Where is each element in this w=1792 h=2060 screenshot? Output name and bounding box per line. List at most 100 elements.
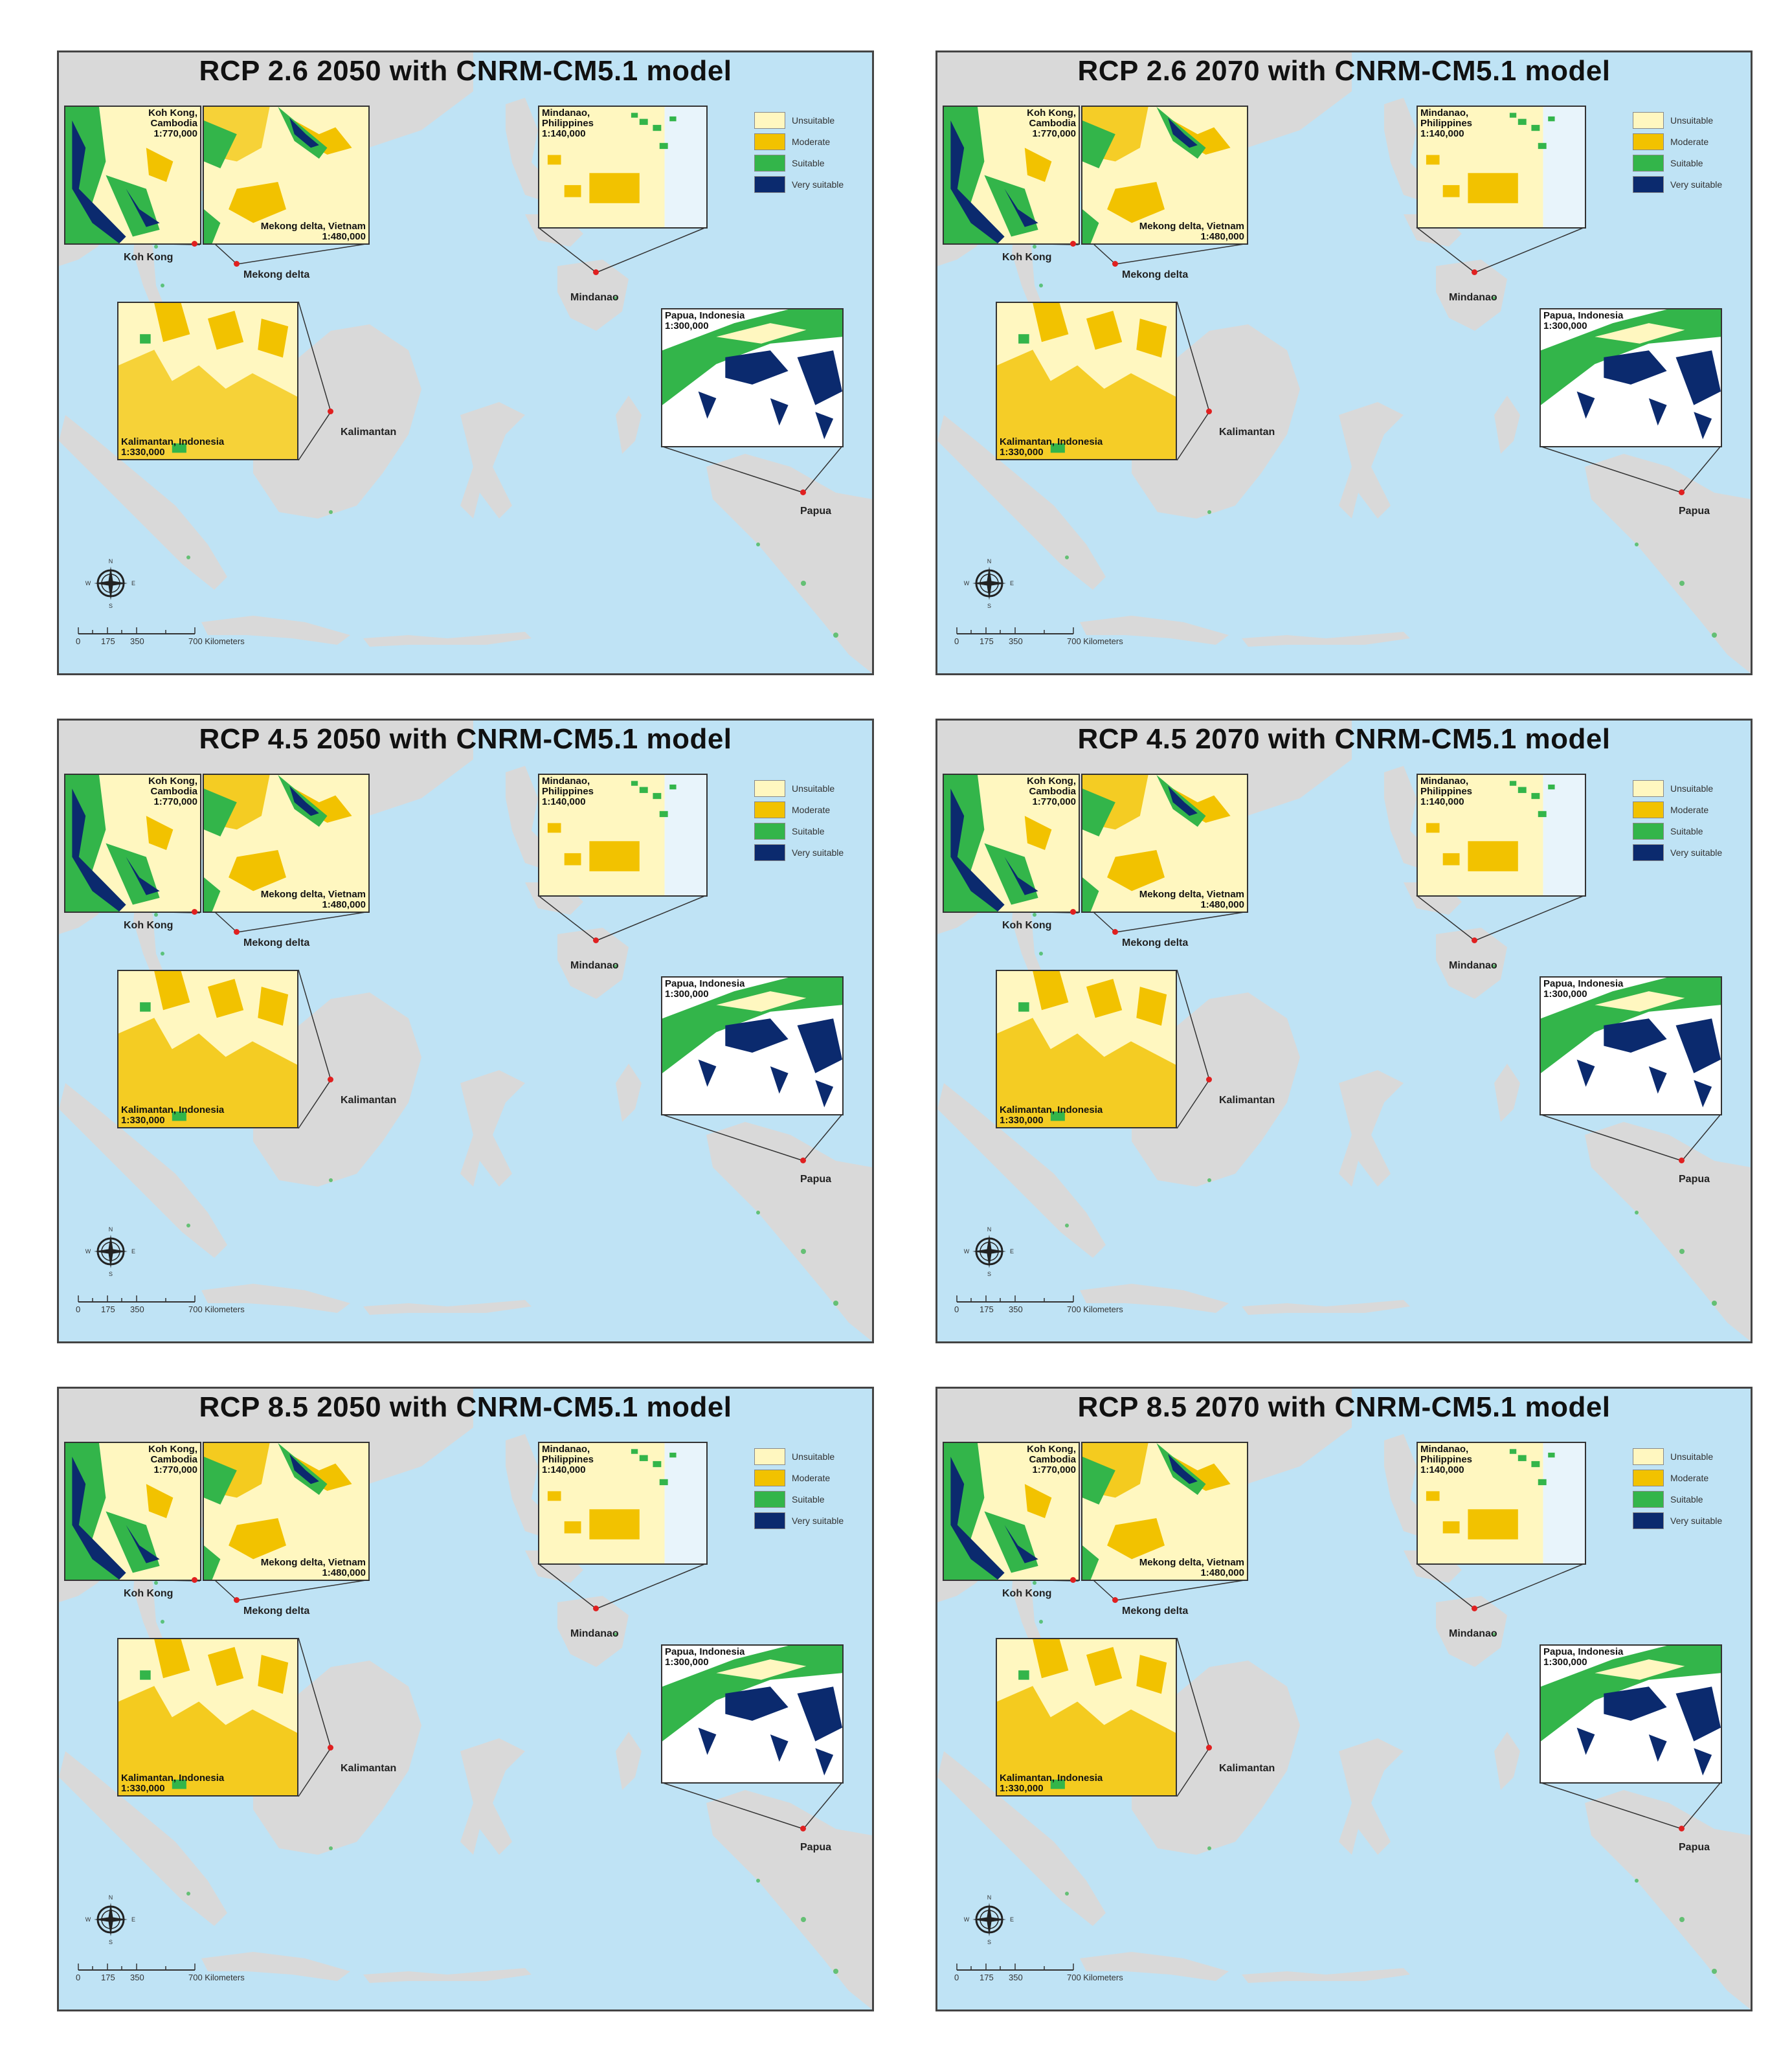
legend-row-very-suitable: Very suitable	[1633, 1510, 1743, 1531]
legend-swatch-very-suitable	[1633, 175, 1664, 193]
scale-label-700: 700 Kilometers	[1067, 636, 1123, 646]
inset-koh-kong: Koh Kong, Cambodia 1:770,000	[943, 1442, 1080, 1581]
compass-e: E	[131, 1916, 135, 1923]
marker-mindanao	[593, 1606, 599, 1611]
scale-label-175: 175	[101, 636, 115, 646]
land-java	[201, 1952, 350, 1981]
compass-w: W	[85, 580, 91, 587]
inset-papua: Papua, Indonesia 1:300,000	[1540, 1644, 1722, 1784]
legend-label: Moderate	[1670, 136, 1709, 147]
inset-papua-map	[662, 978, 842, 1114]
place-papua: Papua	[1679, 506, 1710, 517]
land-mindanao	[557, 1596, 629, 1667]
land-maluku	[1494, 396, 1520, 454]
compass-n: N	[987, 1894, 992, 1901]
place-mindanao: Mindanao	[1449, 960, 1497, 971]
inset-koh-kong-map	[944, 1443, 1079, 1580]
inset-papua-label: Papua, Indonesia 1:300,000	[1543, 310, 1624, 331]
compass-icon: N E S W	[964, 1894, 1014, 1945]
compass-e: E	[1010, 1248, 1014, 1255]
compass-s: S	[987, 603, 991, 609]
inset-kalimantan: Kalimantan, Indonesia 1:330,000	[117, 1638, 298, 1797]
scale-bar-graphic	[956, 1964, 1074, 1971]
legend-label: Unsuitable	[792, 115, 835, 126]
inset-kalimantan-label: Kalimantan, Indonesia 1:330,000	[121, 1104, 225, 1126]
inset-koh-kong-map	[944, 107, 1079, 243]
inset-koh-kong-map	[65, 107, 200, 243]
marker-koh-kong	[1070, 1577, 1076, 1583]
land-maluku	[616, 1064, 642, 1122]
place-mekong: Mekong delta	[1122, 269, 1189, 280]
inset-mindanao: Mindanao, Philippines 1:140,000	[1417, 1442, 1586, 1565]
scale-bar: 0 175 350 700 Kilometers	[950, 622, 1158, 651]
inset-mekong-map	[1082, 1443, 1247, 1580]
inset-kalimantan-map	[118, 971, 297, 1127]
inset-papua-label: Papua, Indonesia 1:300,000	[665, 310, 745, 331]
land-newguinea	[1585, 454, 1751, 673]
legend-swatch-moderate	[754, 133, 785, 150]
land-sumatra	[59, 1083, 227, 1258]
map-frame: RCP 8.5 2070 with CNRM-CM5.1 model	[935, 1387, 1753, 2011]
place-mekong: Mekong delta	[1122, 1606, 1189, 1617]
inset-kalimantan: Kalimantan, Indonesia 1:330,000	[996, 970, 1177, 1128]
legend: Unsuitable Moderate Suitable Very suitab…	[1633, 1446, 1743, 1531]
land-newguinea	[706, 1790, 872, 2010]
inset-papua: Papua, Indonesia 1:300,000	[1540, 308, 1722, 447]
place-papua: Papua	[1679, 1842, 1710, 1853]
inset-kalimantan-map	[997, 303, 1176, 459]
map-panel-3: RCP 4.5 2050 with CNRM-CM5.1 model	[57, 719, 874, 1343]
inset-mindanao-map	[1418, 107, 1585, 227]
scale-bar: 0 175 350 700 Kilometers	[72, 1290, 279, 1319]
map-title: RCP 8.5 2070 with CNRM-CM5.1 model	[1077, 1391, 1611, 1423]
inset-kalimantan-label: Kalimantan, Indonesia 1:330,000	[121, 1773, 225, 1794]
legend-row-moderate: Moderate	[1633, 1467, 1743, 1488]
marker-mindanao	[1472, 937, 1477, 943]
compass-e: E	[1010, 580, 1014, 587]
moderate-fill	[997, 1018, 1176, 1127]
marker-papua	[1679, 1826, 1685, 1831]
marker-mekong	[1112, 261, 1118, 267]
land-malay	[133, 882, 198, 1031]
land-malay	[1012, 1551, 1077, 1699]
inset-papua-map	[1541, 1646, 1721, 1782]
inset-koh-kong: Koh Kong, Cambodia 1:770,000	[943, 106, 1080, 245]
inset-mindanao: Mindanao, Philippines 1:140,000	[538, 774, 708, 897]
inset-papua-map	[1541, 978, 1721, 1114]
legend-label: Very suitable	[1670, 1515, 1723, 1526]
scale-label-350: 350	[130, 1304, 144, 1314]
moderate-fill	[997, 1686, 1176, 1795]
inset-papua-map	[662, 1646, 842, 1782]
coastal-suitability	[1033, 1581, 1717, 1974]
inset-koh-kong: Koh Kong, Cambodia 1:770,000	[64, 106, 201, 245]
compass-icon: N E S W	[85, 1894, 135, 1945]
inset-mekong-label: Mekong delta, Vietnam 1:480,000	[1139, 889, 1244, 910]
scale-bar: 0 175 350 700 Kilometers	[950, 1290, 1158, 1319]
marker-papua	[1679, 1158, 1685, 1163]
place-koh-kong: Koh Kong	[124, 1588, 174, 1599]
land-sumatra	[59, 415, 227, 590]
legend-row-suitable: Suitable	[754, 820, 864, 842]
scale-label-0: 0	[954, 1973, 959, 1982]
legend-swatch-very-suitable	[1633, 844, 1664, 861]
scale-label-175: 175	[980, 636, 994, 646]
compass-s: S	[109, 1939, 113, 1945]
moderate-fill	[997, 350, 1176, 459]
land-sunda	[1242, 632, 1410, 647]
place-kalimantan: Kalimantan	[341, 1095, 397, 1106]
legend-swatch-unsuitable	[754, 1448, 785, 1465]
legend-swatch-very-suitable	[754, 175, 785, 193]
legend-label: Suitable	[792, 1494, 825, 1505]
compass-n: N	[987, 1226, 992, 1233]
marker-mindanao	[593, 937, 599, 943]
scale-label-175: 175	[101, 1304, 115, 1314]
legend-row-very-suitable: Very suitable	[1633, 174, 1743, 195]
legend-swatch-moderate	[1633, 801, 1664, 818]
inset-koh-kong: Koh Kong, Cambodia 1:770,000	[943, 774, 1080, 913]
legend-label: Very suitable	[1670, 847, 1723, 858]
land-sulawesi	[460, 402, 525, 519]
place-kalimantan: Kalimantan	[341, 1763, 397, 1774]
place-papua: Papua	[1679, 1174, 1710, 1185]
legend-label: Moderate	[1670, 804, 1709, 815]
inset-papua-map	[662, 309, 842, 446]
legend-label: Suitable	[792, 157, 825, 168]
